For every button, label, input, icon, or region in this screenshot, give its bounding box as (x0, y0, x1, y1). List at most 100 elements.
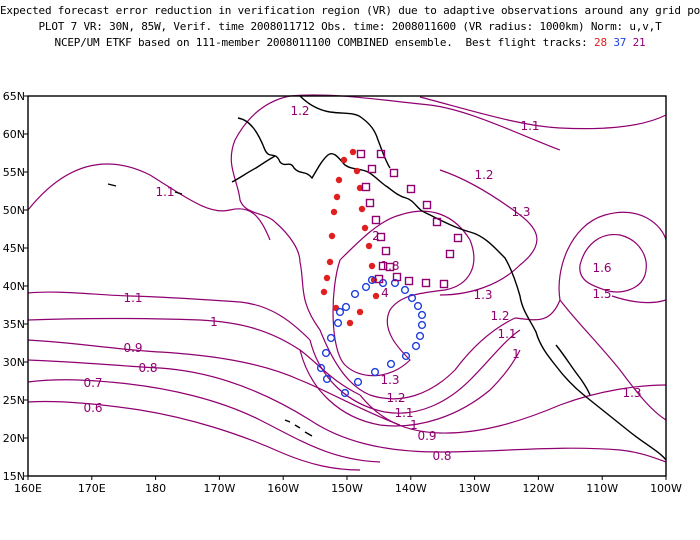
blue-track-point (400, 285, 410, 295)
contour-1.6 (579, 234, 647, 293)
red-track-point (361, 224, 369, 232)
contour-label: 4 (381, 286, 389, 300)
contour-label: 1.2 (290, 104, 309, 118)
lat-label: 30N (3, 356, 25, 369)
contour-label: 1 (410, 418, 418, 432)
purple-track-point (389, 168, 399, 178)
contour-1.1-top (419, 96, 667, 130)
lat-label: 45N (3, 242, 25, 255)
red-track-point (368, 262, 376, 270)
red-track-point (328, 232, 336, 240)
contour-1-south (299, 349, 521, 427)
contour-1.1-mid (27, 291, 311, 341)
contour-1.3-east (439, 169, 538, 296)
contour-label: 0.8 (432, 449, 451, 463)
red-track-point (333, 193, 341, 201)
axis-ticks (24, 95, 667, 480)
blue-track-point (322, 374, 332, 384)
lat-labels: 65N 60N 55N 50N 45N 40N 35N 30N 25N 20N 15N (3, 90, 25, 483)
contour-label: 0.9 (123, 341, 142, 355)
hawaii (284, 419, 313, 437)
contour-1.1-south (309, 329, 521, 414)
blue-track-point (353, 377, 363, 387)
lon-label: 100W (650, 482, 682, 495)
baja (555, 344, 591, 396)
lat-label: 65N (3, 90, 25, 103)
contour-1 (27, 317, 361, 396)
purple-track-point (392, 272, 402, 282)
header-line-1: Expected forecast error reduction in ver… (0, 4, 700, 17)
siberia-islands (107, 183, 183, 195)
contour-label: 1.1 (497, 327, 516, 341)
purple-track-point (432, 217, 442, 227)
red-track-point (353, 167, 361, 175)
contour-label: 1.3 (473, 288, 492, 302)
na-west-coast (423, 211, 667, 461)
blue-track-point (401, 351, 411, 361)
contour-label-group: 1.21.11.11.110.90.80.70.61.21.321.84 1.31… (83, 104, 641, 463)
lon-label: 150W (331, 482, 363, 495)
contour-lines (27, 94, 667, 471)
header-line-3: NCEP/UM ETKF based on 111-member 2008011… (0, 36, 700, 49)
lat-label: 60N (3, 128, 25, 141)
purple-track-point (376, 149, 386, 159)
purple-track-point (378, 261, 388, 271)
red-track-point (349, 148, 357, 156)
purple-track-point (376, 232, 386, 242)
contour-label: 0.9 (417, 429, 436, 443)
purple-track (356, 149, 463, 289)
lat-label: 40N (3, 280, 25, 293)
blue-track-point (386, 359, 396, 369)
aleutians (231, 155, 276, 183)
blue-track-point (361, 282, 371, 292)
purple-track-point (445, 249, 455, 259)
contour-1.1-left (27, 163, 271, 241)
purple-track-point (453, 233, 463, 243)
contour-1.2-south (319, 317, 516, 400)
header-line-3-prefix: NCEP/UM ETKF based on 111-member 2008011… (54, 36, 588, 49)
alaska-coast (237, 117, 425, 213)
lon-label: 110W (586, 482, 618, 495)
purple-track-point (404, 276, 414, 286)
contour-label: 1.1 (520, 119, 539, 133)
coastlines (107, 95, 667, 461)
blue-track-point (350, 289, 360, 299)
map-frame (27, 95, 667, 477)
contour-label: 1.3 (622, 386, 641, 400)
blue-track-point (316, 363, 326, 373)
contour-0.7 (27, 379, 381, 463)
lon-label: 160W (267, 482, 299, 495)
lat-label: 35N (3, 318, 25, 331)
contour-label: 1.5 (592, 287, 611, 301)
lon-label: 130W (459, 482, 491, 495)
contour-label: 1.1 (155, 185, 174, 199)
contour-label: 0.6 (83, 401, 102, 415)
blue-track-count: 37 (613, 36, 627, 49)
lon-label: 120W (522, 482, 554, 495)
blue-track-point (370, 367, 380, 377)
blue-track-point (417, 320, 427, 330)
purple-track-point (406, 184, 416, 194)
purple-track-point (374, 274, 384, 284)
blue-track-point (417, 310, 427, 320)
contour-label: 1.2 (386, 391, 405, 405)
contour-1.2-north (230, 95, 321, 331)
red-track-point (335, 176, 343, 184)
contour-label: 1.3 (511, 205, 530, 219)
contour-1.3-se (559, 299, 667, 421)
purple-track-point (361, 182, 371, 192)
red-track-point (356, 184, 364, 192)
contour-label: 1 (210, 315, 218, 329)
contour-label: 1.8 (380, 259, 399, 273)
purple-track-point (421, 278, 431, 288)
purple-track-point (356, 149, 366, 159)
purple-track-point (367, 164, 377, 174)
red-track-point (323, 274, 331, 282)
contour-label: 0.8 (138, 361, 157, 375)
red-track (320, 148, 380, 327)
red-track-point (365, 242, 373, 250)
purple-track-point (365, 198, 375, 208)
red-track-point (340, 156, 348, 164)
contour-0.9 (27, 339, 401, 426)
